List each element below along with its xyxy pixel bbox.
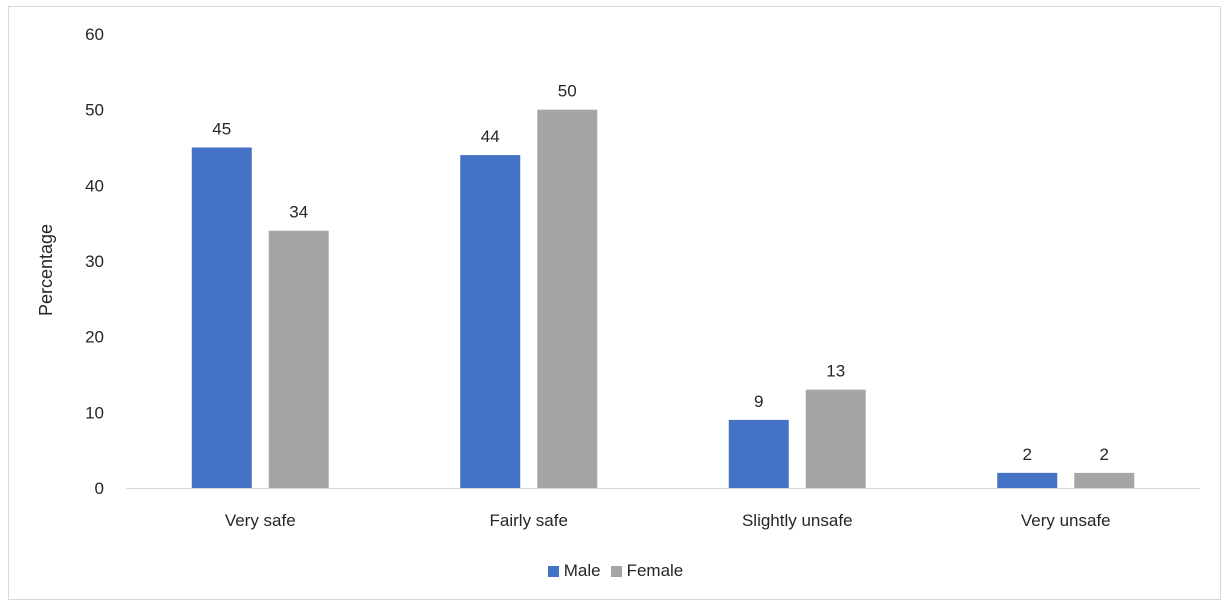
x-tick-label: Fairly safe bbox=[490, 511, 568, 530]
bars bbox=[191, 109, 1135, 489]
bar-male-3 bbox=[728, 419, 789, 488]
y-axis-ticks: 0 10 20 30 40 50 60 bbox=[85, 25, 104, 498]
legend-item-male: Male bbox=[547, 561, 601, 581]
bar-male-2 bbox=[460, 155, 521, 489]
bar-female-1 bbox=[268, 230, 329, 488]
y-tick-label: 60 bbox=[85, 25, 104, 44]
legend: Male Female bbox=[0, 561, 1231, 581]
x-tick-label: Slightly unsafe bbox=[742, 511, 853, 530]
y-tick-label: 0 bbox=[95, 479, 104, 498]
x-tick-label: Very safe bbox=[225, 511, 296, 530]
bar-male-1 bbox=[191, 147, 252, 488]
data-label-female-2: 50 bbox=[558, 82, 577, 101]
legend-swatch-female bbox=[610, 565, 622, 577]
y-axis-title: Percentage bbox=[36, 224, 56, 316]
data-label-female-4: 2 bbox=[1100, 445, 1109, 464]
y-tick-label: 30 bbox=[85, 252, 104, 271]
data-labels: 45 34 44 50 9 13 2 2 bbox=[212, 82, 1109, 464]
bar-female-2 bbox=[537, 109, 598, 489]
x-tick-label: Very unsafe bbox=[1021, 511, 1111, 530]
bar-male-4 bbox=[997, 472, 1058, 488]
y-tick-label: 10 bbox=[85, 403, 104, 422]
legend-swatch-male bbox=[547, 565, 559, 577]
data-label-male-2: 44 bbox=[481, 127, 500, 146]
y-tick-label: 20 bbox=[85, 328, 104, 347]
legend-item-female: Female bbox=[610, 561, 684, 581]
y-tick-label: 40 bbox=[85, 176, 104, 195]
data-label-male-1: 45 bbox=[212, 120, 231, 139]
bar-female-3 bbox=[805, 389, 866, 488]
y-tick-label: 50 bbox=[85, 101, 104, 120]
data-label-male-4: 2 bbox=[1023, 445, 1032, 464]
bar-female-4 bbox=[1074, 472, 1135, 488]
data-label-male-3: 9 bbox=[754, 392, 763, 411]
data-label-female-3: 13 bbox=[826, 362, 845, 381]
x-axis-ticks: Very safe Fairly safe Slightly unsafe Very … bbox=[225, 511, 1111, 530]
legend-label-female: Female bbox=[626, 561, 684, 580]
legend-label-male: Male bbox=[563, 561, 601, 580]
data-label-female-1: 34 bbox=[289, 203, 308, 222]
